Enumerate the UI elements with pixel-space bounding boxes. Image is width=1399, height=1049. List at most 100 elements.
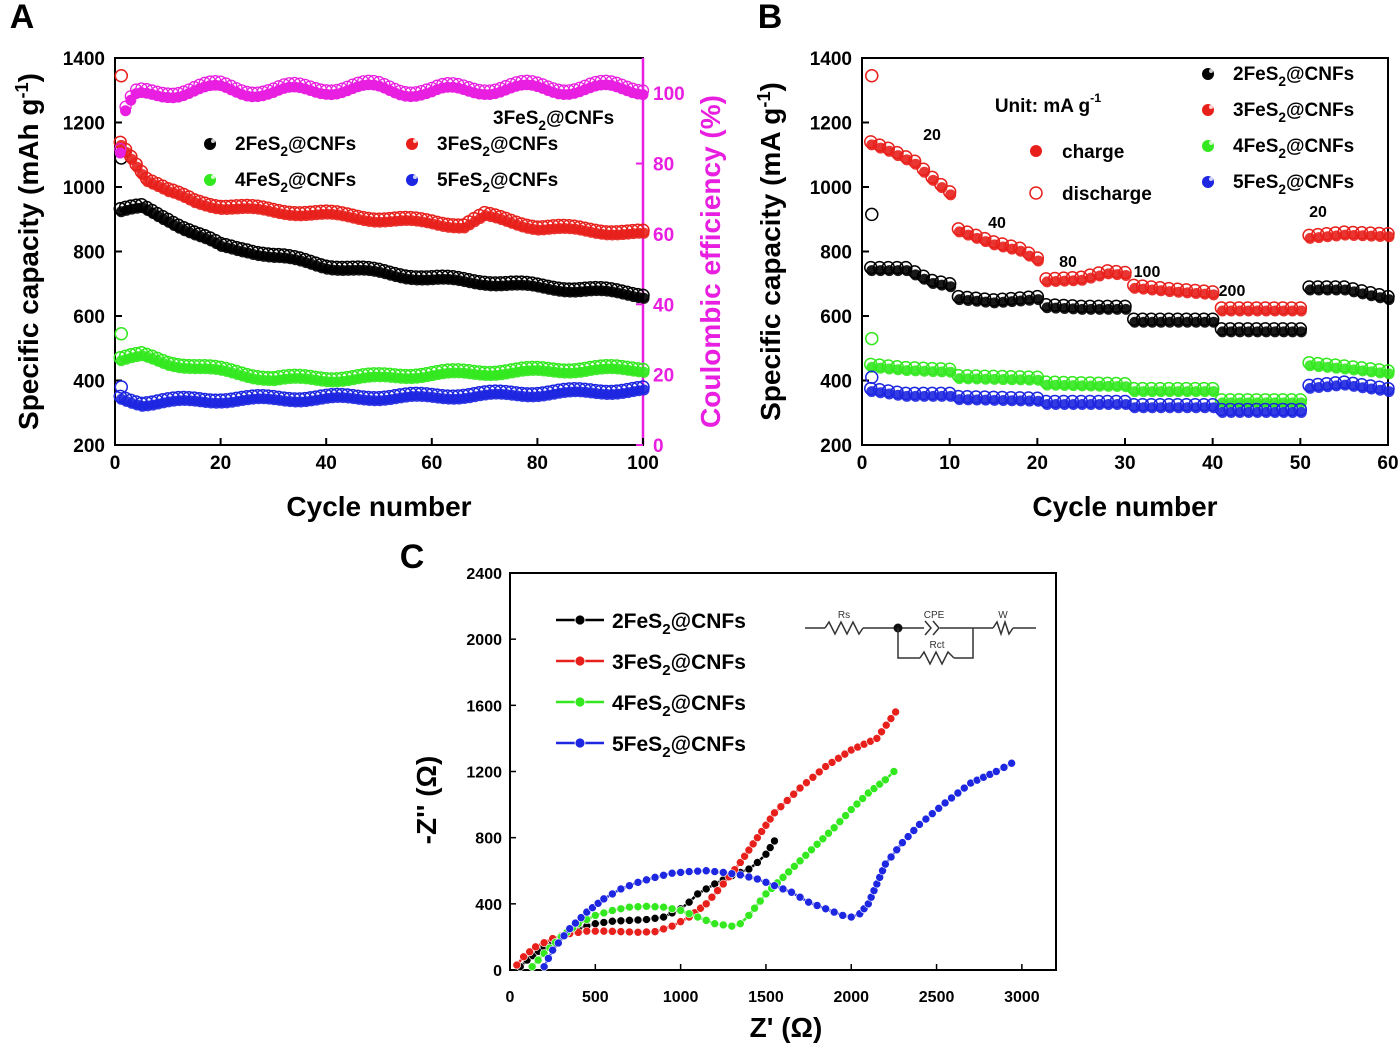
data-point <box>1032 374 1044 386</box>
x-tick-label-c: 1500 <box>748 989 784 1006</box>
data-point <box>120 105 132 117</box>
panel-letter-c: C <box>400 538 425 576</box>
data-point <box>753 833 762 842</box>
data-point <box>1339 363 1351 375</box>
data-point <box>953 373 965 385</box>
data-point <box>744 872 754 882</box>
data-point <box>765 814 775 824</box>
data-point <box>1050 379 1062 391</box>
data-point <box>1173 286 1185 298</box>
data-point <box>1146 316 1158 328</box>
data-point <box>1339 229 1351 241</box>
data-point <box>909 826 919 835</box>
data-point <box>1208 402 1220 414</box>
data-point <box>1024 395 1036 407</box>
data-point <box>1155 386 1167 398</box>
data-point <box>1076 303 1088 315</box>
x-tick-label-a: 20 <box>210 453 231 474</box>
data-point <box>701 866 711 876</box>
series-a-1 <box>113 68 650 241</box>
data-point <box>997 296 1009 308</box>
data-point <box>776 802 786 811</box>
data-point <box>883 363 895 375</box>
data-point <box>593 898 603 908</box>
data-point <box>750 903 759 913</box>
legend-label: 5FeS2@CNFs <box>1233 172 1354 197</box>
data-point <box>1322 361 1334 373</box>
data-point <box>525 947 534 957</box>
data-point <box>637 89 649 101</box>
data-point <box>684 897 694 907</box>
data-point <box>608 906 617 915</box>
data-point <box>701 884 711 894</box>
data-point <box>527 962 537 971</box>
data-point <box>846 805 856 814</box>
data-point <box>1076 380 1088 392</box>
data-point <box>846 912 856 922</box>
data-point <box>1059 275 1071 287</box>
data-point <box>701 899 711 909</box>
legend-label: 2FeS2@CNFs <box>1233 64 1354 89</box>
data-point <box>869 784 879 793</box>
data-point <box>821 762 830 771</box>
data-point <box>1287 305 1299 317</box>
data-point <box>892 845 902 855</box>
data-point <box>921 814 931 824</box>
data-point <box>875 362 887 374</box>
circuit-label-w: W <box>998 610 1008 621</box>
cpe-element <box>932 620 940 636</box>
data-point <box>591 919 600 928</box>
series-a-2 <box>113 326 650 388</box>
x-tick-label-c: 2500 <box>919 989 955 1006</box>
data-point <box>625 916 634 925</box>
data-point <box>999 763 1009 772</box>
data-point <box>945 366 957 378</box>
data-point <box>1374 230 1386 242</box>
data-point <box>1208 316 1220 328</box>
rate-label: 80 <box>1059 254 1077 271</box>
data-point <box>588 903 597 912</box>
data-point <box>753 858 762 867</box>
data-point <box>892 389 904 401</box>
data-point <box>1155 316 1167 328</box>
data-point <box>512 960 522 970</box>
series-b-2 <box>864 331 1395 409</box>
data-point <box>864 788 873 798</box>
data-point <box>1199 288 1211 300</box>
data-point <box>1050 276 1062 288</box>
data-point <box>1295 305 1307 317</box>
x-tick-label-a: 80 <box>527 453 548 474</box>
data-point <box>638 292 650 304</box>
data-point <box>114 142 127 156</box>
data-point <box>824 828 833 838</box>
data-point <box>989 297 1000 309</box>
data-point <box>971 295 983 307</box>
panel-letter-a: A <box>10 0 35 36</box>
data-point <box>927 366 939 378</box>
data-point <box>940 798 950 808</box>
charge-label: charge <box>1062 142 1124 163</box>
x-tick-label-b: 20 <box>1027 453 1048 474</box>
data-point <box>778 884 788 894</box>
data-point <box>997 374 1009 386</box>
y-tick-label-a: 1000 <box>63 178 105 199</box>
data-point <box>812 901 822 910</box>
data-point <box>980 296 992 308</box>
legend-label: 4FeS2@CNFs <box>1233 136 1354 161</box>
circuit-label-rct: Rct <box>930 640 945 651</box>
data-point <box>539 962 549 971</box>
legend-label: 5FeS2@CNFs <box>437 170 558 195</box>
data-point <box>1330 284 1342 296</box>
series-b-1 <box>864 68 1395 317</box>
data-point <box>1313 382 1325 394</box>
y-right-tick-label-a: 40 <box>653 295 674 316</box>
data-point <box>718 868 728 877</box>
data-point <box>599 926 609 936</box>
data-point <box>881 775 890 785</box>
data-point <box>642 902 651 911</box>
data-point <box>1067 380 1079 392</box>
data-point <box>659 912 668 922</box>
x-tick-label-b: 30 <box>1114 453 1135 474</box>
data-point <box>881 859 890 869</box>
data-point-first-discharge <box>865 370 879 385</box>
